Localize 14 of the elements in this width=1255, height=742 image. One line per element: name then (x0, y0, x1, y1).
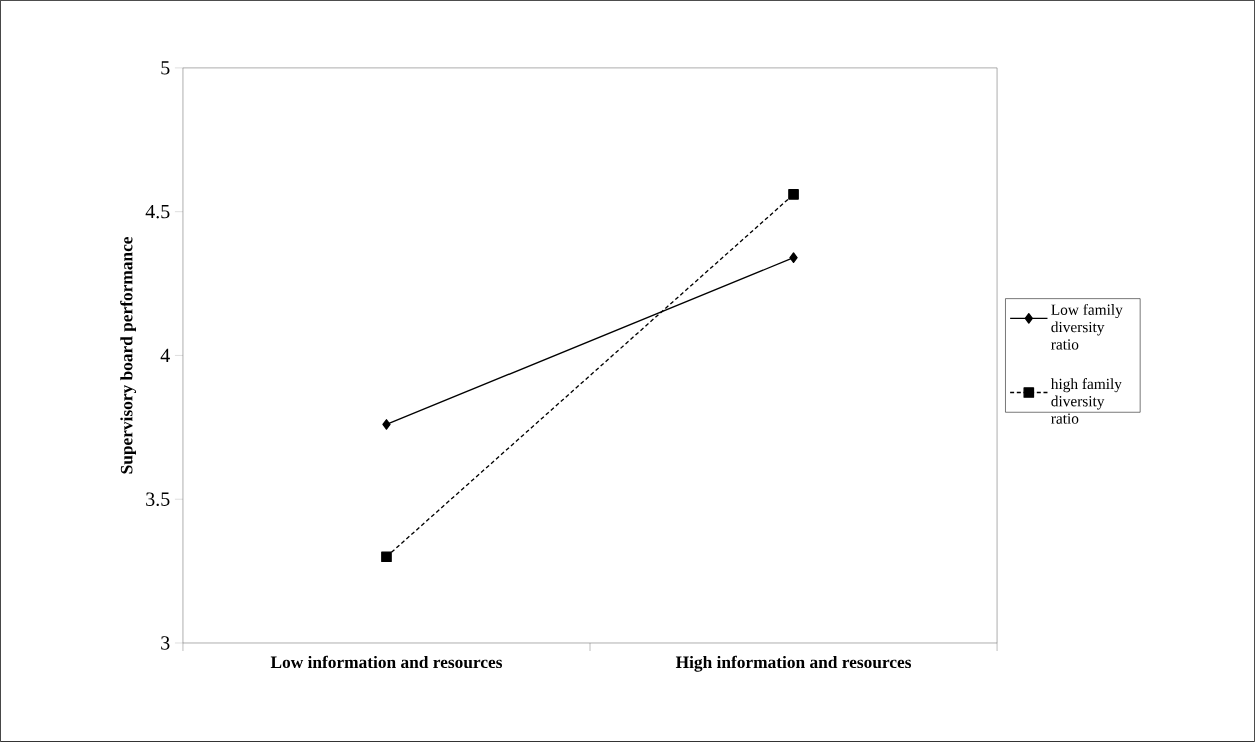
legend-label: high family diversity ratio (1050, 378, 1122, 424)
point (382, 419, 391, 430)
y-tick-label: 3 (161, 636, 170, 650)
point (788, 189, 799, 200)
y-tick-label: 4 (160, 348, 170, 363)
legend-label: Low family diversity ratio (1051, 304, 1123, 350)
y-tick-label: 3.5 (146, 492, 170, 507)
y-tick-label: 5 (161, 61, 170, 75)
y-tick-label: 4.5 (145, 205, 170, 219)
x-tick-label: Low information and resources (270, 655, 503, 669)
x-tick-label: High information and resources (675, 655, 912, 672)
point (381, 551, 392, 563)
point (789, 252, 798, 264)
y-axis-title: Supervisory board performance (120, 237, 137, 474)
